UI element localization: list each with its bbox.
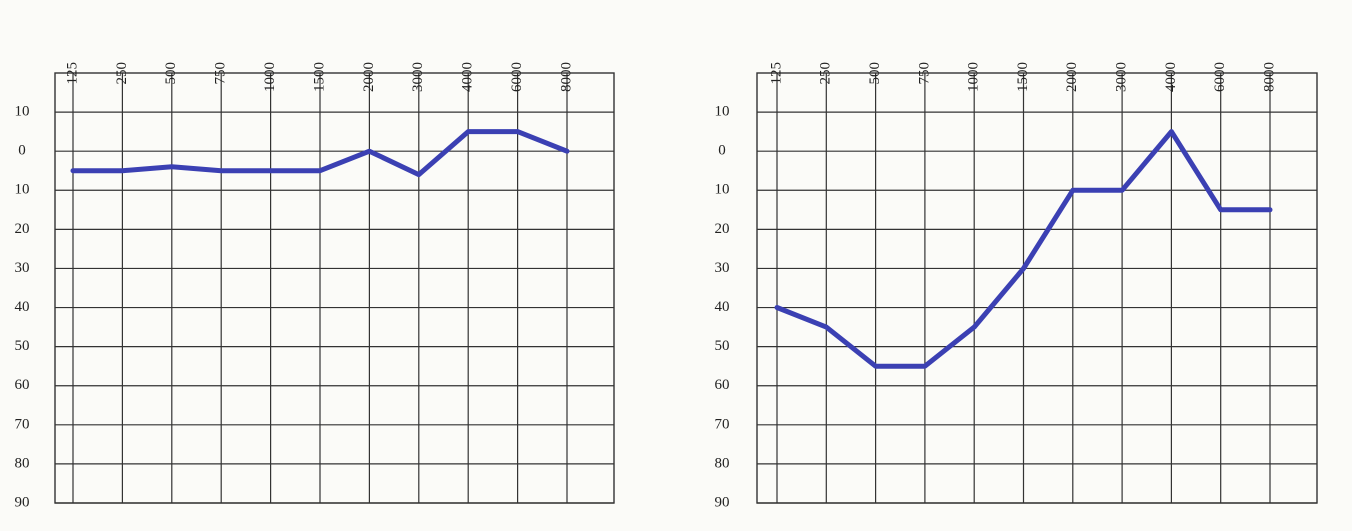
y-tick-label: 0 — [718, 143, 726, 159]
x-tick-label: 750 — [916, 62, 932, 85]
x-tick-label: 2000 — [1064, 62, 1080, 92]
x-tick-label: 125 — [768, 62, 784, 85]
y-tick-label: 90 — [15, 494, 30, 510]
x-tick-label: 750 — [213, 62, 229, 85]
audiogram: 10 0 10 20 30 40 50 60 70 80 90 125 250 500 750 1000 150… — [15, 62, 615, 510]
x-tick-label: 4000 — [1163, 62, 1179, 92]
y-tick-label: 10 — [15, 182, 30, 198]
hearing-line — [70, 129, 570, 178]
y-tick-label: 30 — [715, 260, 730, 276]
x-tick-label: 125 — [64, 62, 80, 85]
x-tick-label: 500 — [163, 62, 179, 85]
x-tick-label: 500 — [867, 62, 883, 85]
y-tick-label: 20 — [715, 221, 730, 237]
x-tick-label: 1500 — [311, 62, 327, 92]
y-tick-label: 90 — [715, 494, 730, 510]
x-tick-label: 8000 — [558, 62, 574, 92]
y-tick-label: 20 — [15, 221, 30, 237]
x-tick-label: 4000 — [460, 62, 476, 92]
x-tick-label: 1000 — [262, 62, 278, 92]
y-tick-label: 70 — [715, 416, 730, 432]
y-tick-label: 40 — [715, 299, 730, 315]
x-tick-label: 250 — [114, 62, 130, 85]
audiogram: 10 0 10 20 30 40 50 60 70 80 90 125 250 500 750 1000 150… — [715, 62, 1318, 510]
y-tick-label: 70 — [15, 416, 30, 432]
x-tick-label: 8000 — [1261, 62, 1277, 92]
y-tick-label: 10 — [715, 104, 730, 120]
y-tick-label: 10 — [715, 182, 730, 198]
y-tick-label: 80 — [715, 455, 730, 471]
x-tick-label: 1000 — [966, 62, 982, 92]
y-tick-label: 30 — [15, 260, 30, 276]
y-tick-label: 0 — [18, 143, 26, 159]
x-tick-label: 3000 — [1114, 62, 1130, 92]
y-tick-label: 40 — [15, 299, 30, 315]
plot-frame — [756, 72, 1318, 504]
y-tick-label: 50 — [715, 338, 730, 354]
x-tick-label: 2000 — [361, 62, 377, 92]
hearing-line — [774, 129, 1273, 369]
x-tick-label: 6000 — [509, 62, 525, 92]
x-tick-label: 6000 — [1212, 62, 1228, 92]
y-tick-label: 50 — [15, 338, 30, 354]
x-tick-label: 250 — [818, 62, 834, 85]
y-tick-label: 80 — [15, 455, 30, 471]
y-tick-label: 60 — [715, 377, 730, 393]
x-tick-label: 1500 — [1015, 62, 1031, 92]
y-tick-label: 60 — [15, 377, 30, 393]
y-tick-label: 10 — [15, 104, 30, 120]
x-tick-label: 3000 — [410, 62, 426, 92]
